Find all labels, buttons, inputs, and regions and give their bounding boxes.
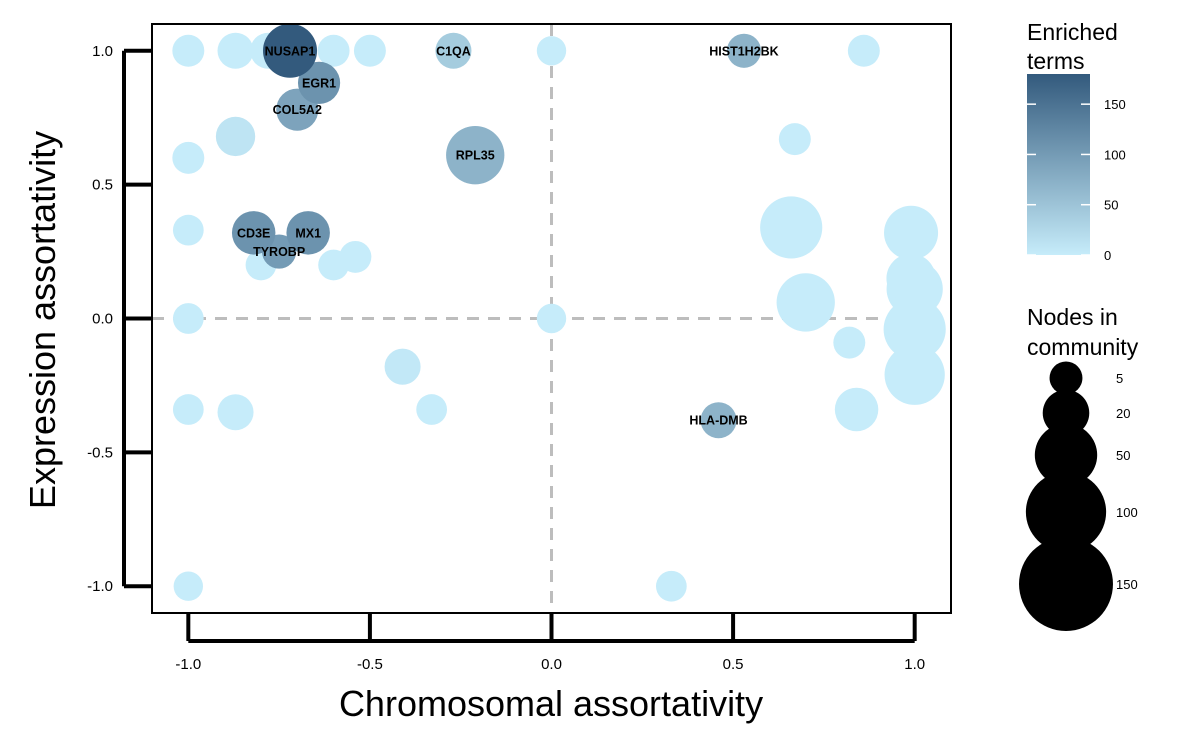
- data-points: [172, 24, 946, 602]
- colorbar-tick-label: 0: [1104, 248, 1111, 263]
- size-legend: Nodes in community 5 20 50 100 150: [1019, 304, 1139, 631]
- y-axis-title: Expression assortativity: [22, 131, 63, 509]
- data-point: [215, 116, 256, 157]
- data-point: [384, 348, 421, 385]
- size-legend-label: 20: [1116, 406, 1130, 421]
- data-point: [778, 123, 811, 156]
- x-tick-label: 1.0: [904, 656, 925, 673]
- data-point: [760, 196, 823, 259]
- size-legend-title-line2: community: [1027, 334, 1139, 360]
- data-point: [262, 24, 318, 78]
- color-legend-title-line1: Enriched: [1027, 19, 1118, 45]
- point-label: CD3E: [237, 226, 270, 240]
- point-label: NUSAP1: [265, 44, 316, 58]
- point-label: EGR1: [302, 76, 336, 90]
- data-point: [231, 211, 276, 255]
- data-point: [884, 205, 939, 260]
- data-point: [172, 303, 204, 334]
- data-point: [726, 33, 762, 68]
- y-tick-label: -0.5: [87, 444, 113, 461]
- size-legend-label: 100: [1116, 505, 1138, 520]
- colorbar-tick-label: 50: [1104, 198, 1118, 213]
- data-point: [776, 273, 835, 332]
- data-point: [172, 214, 204, 246]
- y-axis: 1.0 0.5 0.0 -0.5 -1.0: [87, 43, 152, 595]
- color-legend-title-line2: terms: [1027, 48, 1085, 74]
- x-axis-title: Chromosomal assortativity: [339, 683, 763, 724]
- point-label: COL5A2: [273, 103, 322, 117]
- size-legend-label: 150: [1116, 577, 1138, 592]
- x-tick-label: -1.0: [175, 656, 201, 673]
- size-legend-label: 50: [1116, 448, 1130, 463]
- data-point: [353, 34, 386, 67]
- size-legend-key: [1049, 361, 1083, 395]
- data-point: [847, 34, 880, 67]
- data-point: [883, 298, 946, 361]
- data-point: [172, 394, 204, 425]
- data-point: [536, 36, 567, 66]
- point-labels: NUSAP1 EGR1 COL5A2 C1QA HIST1H2BK RPL35 CD3E MX…: [237, 44, 779, 427]
- data-point: [886, 253, 936, 303]
- data-point: [217, 32, 254, 69]
- data-point: [536, 303, 567, 334]
- size-legend-key: [1034, 423, 1098, 487]
- data-point: [446, 126, 505, 185]
- data-point: [297, 61, 341, 104]
- data-point: [286, 211, 330, 255]
- x-tick-label: 0.0: [541, 656, 562, 673]
- x-tick-label: 0.5: [723, 656, 744, 673]
- size-legend-key: [1042, 389, 1090, 437]
- data-point: [435, 32, 472, 69]
- data-point: [172, 141, 205, 174]
- data-point: [416, 394, 448, 425]
- x-axis: -1.0 -0.5 0.0 0.5 1.0: [175, 613, 925, 673]
- data-point: [217, 394, 254, 431]
- point-label: MX1: [295, 226, 321, 240]
- point-label: HLA-DMB: [689, 414, 747, 428]
- colorbar-tick-label: 150: [1104, 97, 1126, 112]
- colorbar-tick-label: 100: [1104, 147, 1126, 162]
- color-legend: Enriched terms 150 100 50 0: [1027, 19, 1126, 263]
- data-point: [834, 387, 879, 432]
- data-point: [884, 344, 945, 405]
- y-tick-label: 1.0: [92, 43, 113, 60]
- data-point: [833, 326, 866, 359]
- data-point: [173, 571, 204, 601]
- data-point: [700, 402, 737, 439]
- y-tick-label: 0.0: [92, 311, 113, 328]
- x-tick-label: -0.5: [357, 656, 383, 673]
- size-legend-key: [1019, 537, 1113, 631]
- size-legend-label: 5: [1116, 371, 1123, 386]
- size-legend-key: [1025, 471, 1107, 553]
- data-point: [317, 34, 350, 67]
- data-point: [655, 570, 687, 602]
- point-label: RPL35: [456, 149, 495, 163]
- point-label: HIST1H2BK: [709, 44, 778, 58]
- point-label: TYROBP: [253, 245, 305, 259]
- point-label: C1QA: [436, 44, 471, 58]
- data-point: [172, 34, 205, 67]
- size-legend-title-line1: Nodes in: [1027, 304, 1118, 330]
- data-point: [318, 249, 349, 281]
- y-tick-label: 0.5: [92, 177, 113, 194]
- y-tick-label: -1.0: [87, 578, 113, 595]
- colorbar: [1027, 74, 1090, 255]
